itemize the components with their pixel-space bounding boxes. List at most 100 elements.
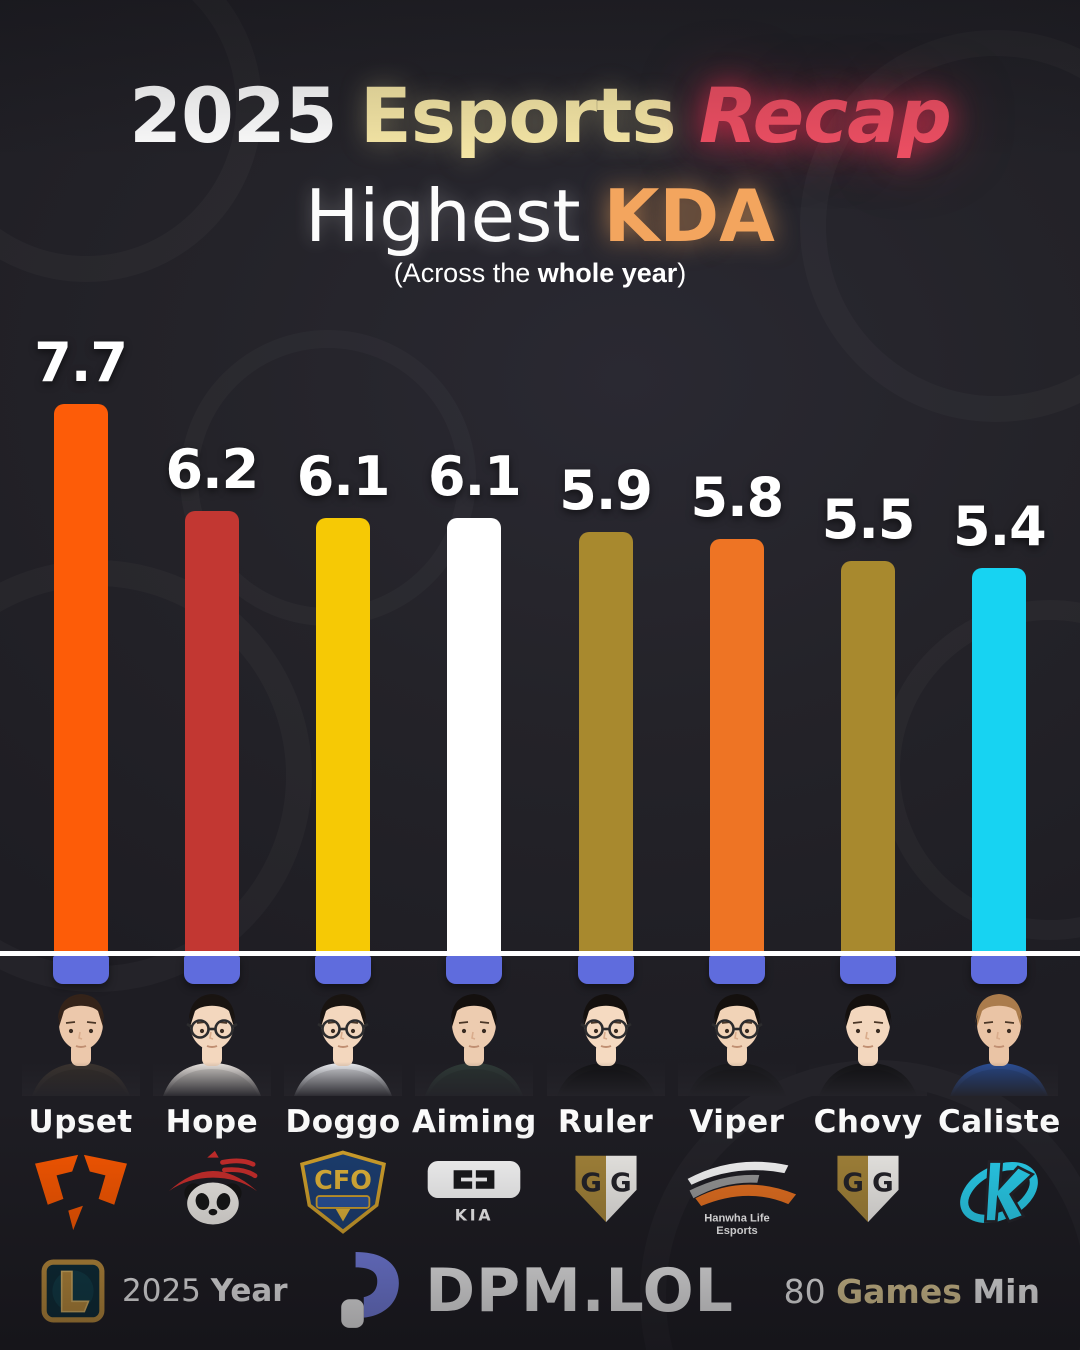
svg-text:G: G [872,1169,893,1199]
karmine-logo [934,1150,1064,1234]
svg-text:CFO: CFO [314,1166,372,1196]
footer-left: 2025 Year [40,1258,288,1324]
geng-logo: G G [541,1150,671,1234]
brand-wordmark: DPM.LOL [425,1256,734,1326]
player-column: Upset [15,956,146,1234]
footer-right: 80 Games Min [784,1272,1040,1311]
bar-value-label: 6.1 [296,444,391,508]
player-column: Doggo CFO [278,956,409,1234]
games-min-suffix: Min [972,1271,1040,1311]
bar-column: 5.4 [934,320,1065,951]
geng-logo: G G [803,1150,933,1234]
player-column: Caliste [934,956,1065,1234]
player-photo [940,976,1059,1096]
bar-value-label: 6.2 [165,437,260,501]
subtitle-note: (Across the whole year) [0,258,1080,289]
player-photo [546,976,665,1096]
bar-column: 5.8 [671,320,802,951]
games-min-value: 80 [783,1271,826,1311]
footer: 2025 Year DPM.LOL 80 Games Min [0,1232,1080,1350]
player-name: Viper [689,1104,785,1140]
note-bold: whole year [537,258,678,288]
kda-bar [53,404,108,951]
player-name: Upset [28,1104,133,1140]
player-row: Upset Hope [0,956,1080,1237]
player-name: Hope [165,1104,259,1140]
bar-column: 7.7 [15,320,146,951]
bar-base-connector [840,956,897,984]
bar-base-connector [52,956,109,984]
games-min-word: Games [836,1271,962,1311]
kda-bar [972,567,1027,951]
bar-column: 6.1 [278,320,409,951]
bar-chart: 7.7 6.2 6.1 6.1 5.9 5.8 5.5 5.4 [0,320,1080,951]
bar-base-connector [183,956,240,984]
dplus-kia-logo: KIA [409,1150,539,1234]
league-of-legends-icon [40,1258,106,1324]
player-photo [284,976,403,1096]
player-column: Viper Hanwha Life Esports [671,956,802,1237]
player-name: Aiming [411,1104,537,1140]
page-subtitle: Highest KDA [0,180,1080,252]
page-title: 2025 Esports Recap [0,78,1080,154]
axis-baseline [0,951,1080,956]
player-photo [809,976,928,1096]
kda-bar [578,532,633,951]
fnatic-logo [16,1150,146,1234]
bar-base-connector [315,956,372,984]
svg-text:G: G [843,1169,864,1199]
svg-text:Hanwha Life: Hanwha Life [704,1213,770,1225]
svg-text:KIA: KIA [455,1205,494,1224]
bar-value-label: 5.4 [953,494,1047,558]
player-column: Hope [146,956,277,1234]
footer-year: 2025 [122,1273,201,1309]
svg-text:G: G [580,1169,601,1199]
note-pre: (Across the [393,258,538,288]
player-name: Ruler [557,1104,654,1140]
player-column: Aiming KIA [409,956,540,1234]
kda-bar [316,517,371,951]
bar-base-connector [708,956,765,984]
bar-base-connector [446,956,503,984]
bar-value-label: 5.9 [559,459,653,523]
player-name: Doggo [285,1104,401,1140]
player-column: Ruler G G [540,956,671,1234]
title-year: 2025 [129,71,338,160]
hanwha-logo: Hanwha Life Esports [672,1150,802,1237]
bar-column: 5.5 [803,320,934,951]
games-min-label: 80 Games Min [784,1272,1040,1311]
bar-value-label: 5.8 [690,466,785,530]
player-photo [21,976,140,1096]
player-photo [415,976,534,1096]
player-photo [152,976,271,1096]
kda-bar [184,510,239,951]
player-name: Caliste [938,1104,1061,1140]
player-photo [677,976,796,1096]
kda-bar [447,517,502,951]
footer-brand: DPM.LOL [337,1250,734,1332]
player-column: Chovy G G [803,956,934,1234]
bar-column: 5.9 [540,320,671,951]
player-name: Chovy [813,1104,923,1140]
bar-base-connector [577,956,634,984]
anyones-legend-logo [147,1150,277,1234]
bar-column: 6.1 [409,320,540,951]
bar-value-label: 6.1 [428,444,522,508]
subtitle-prefix: Highest [305,174,581,258]
footer-year-label: 2025 Year [122,1273,288,1309]
bar-base-connector [971,956,1028,984]
note-post: ) [677,258,687,288]
svg-text:G: G [610,1169,631,1199]
svg-text:Esports: Esports [716,1225,757,1237]
cfo-logo: CFO [278,1150,408,1234]
bar-column: 6.2 [146,320,277,951]
title-accent: Recap [698,71,952,160]
title-main: Esports [359,71,677,160]
dpm-lol-icon [337,1250,409,1332]
bar-value-label: 7.7 [34,331,128,395]
kda-bar [841,560,896,951]
kda-bar [709,539,764,951]
subtitle-metric: KDA [603,174,775,258]
bar-value-label: 5.5 [821,487,916,551]
